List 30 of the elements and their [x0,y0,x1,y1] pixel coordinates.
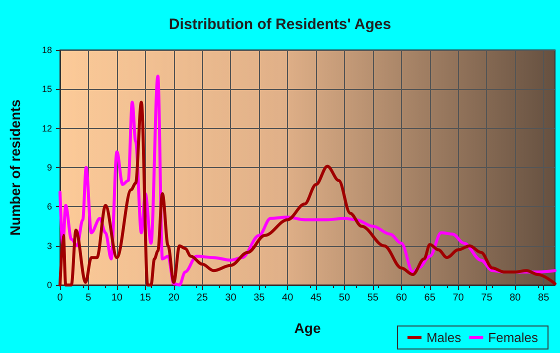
y-tick-label: 15 [42,84,52,94]
x-tick-label: 15 [140,292,152,304]
x-tick-label: 5 [86,292,92,304]
y-tick-label: 0 [46,280,52,290]
x-tick-label: 45 [310,292,322,304]
x-tick-label: 0 [57,292,64,304]
x-tick-label: 35 [254,292,266,304]
x-tick-label: 60 [396,292,408,304]
x-tick-label: 30 [225,292,237,304]
chart-title: Distribution of Residents' Ages [168,16,392,33]
legend-label: Males [426,330,462,345]
x-tick-label: 70 [452,292,464,304]
x-tick-label: 75 [481,292,493,304]
x-tick-label: 55 [367,292,379,304]
x-tick-label: 20 [168,292,180,304]
x-tick-label: 65 [424,292,436,304]
x-tick-label: 25 [196,292,208,304]
x-tick-label: 80 [510,292,522,304]
x-tick-label: 40 [282,292,294,304]
x-tick-label: 50 [338,292,350,304]
x-axis-title: Age [294,320,321,336]
y-tick-label: 3 [46,240,52,251]
x-tick-label: 85 [538,292,550,304]
legend-label: Females [488,330,538,345]
y-tick-label: 9 [46,162,52,172]
y-tick-label: 6 [46,202,52,212]
x-tick-label: 10 [111,292,123,304]
y-tick-label: 12 [42,123,52,134]
y-axis-title: Number of residents [7,99,23,236]
y-tick-label: 18 [42,45,52,55]
